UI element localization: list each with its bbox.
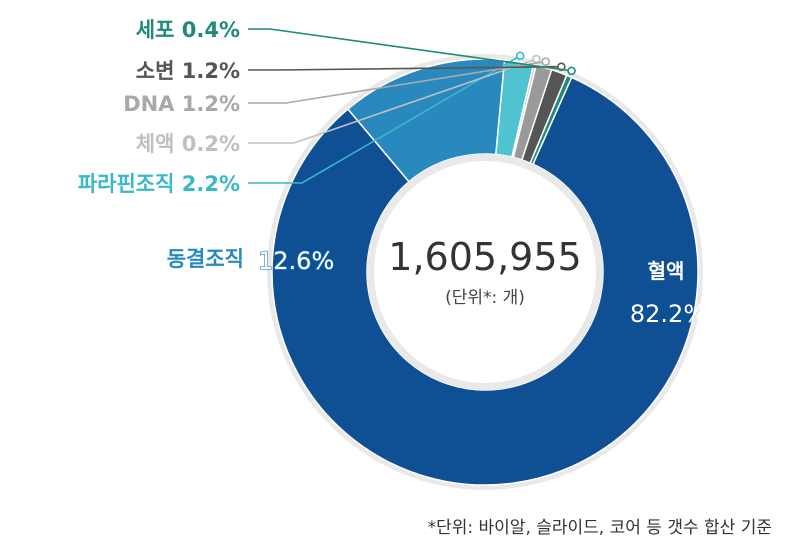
label-2: 파라핀조직 2.2% (78, 172, 240, 196)
donut-segments (271, 58, 699, 486)
donut-hole (374, 161, 596, 383)
leader-line-4 (248, 60, 546, 104)
leader-dot-4 (541, 57, 550, 66)
label-6: 세포 0.4% (136, 18, 240, 42)
leader-dot-2 (515, 51, 525, 61)
leader-line-5 (248, 65, 562, 71)
leader-line-3 (248, 58, 537, 144)
label-pct-1: 12.6% (258, 247, 334, 275)
leader-line-2 (248, 55, 521, 184)
center-unit: (단위*: 개) (445, 288, 525, 308)
label-name-1: 동결조직 (167, 247, 244, 271)
label-4: DNA 1.2% (123, 92, 240, 116)
label-pct-0: 82.2% (630, 300, 706, 328)
leader-dot-6 (567, 66, 576, 76)
label-3: 체액 0.2% (136, 132, 240, 156)
leader-line-6 (248, 28, 572, 72)
center-total: 1,605,955 (388, 235, 581, 279)
footnote: *단위: 바이알, 슬라이드, 코어 등 갯수 합산 기준 (427, 518, 772, 538)
segment-labels: 혈액 82.2% 동결조직 12.6% 파라핀조직 2.2% 체액 0.2% DNA 1.2… (78, 18, 706, 328)
label-5: 소변 1.2% (136, 59, 240, 83)
label-name-0: 혈액 (648, 259, 685, 283)
leader-lines (248, 28, 576, 184)
leader-dot-3 (532, 54, 541, 64)
